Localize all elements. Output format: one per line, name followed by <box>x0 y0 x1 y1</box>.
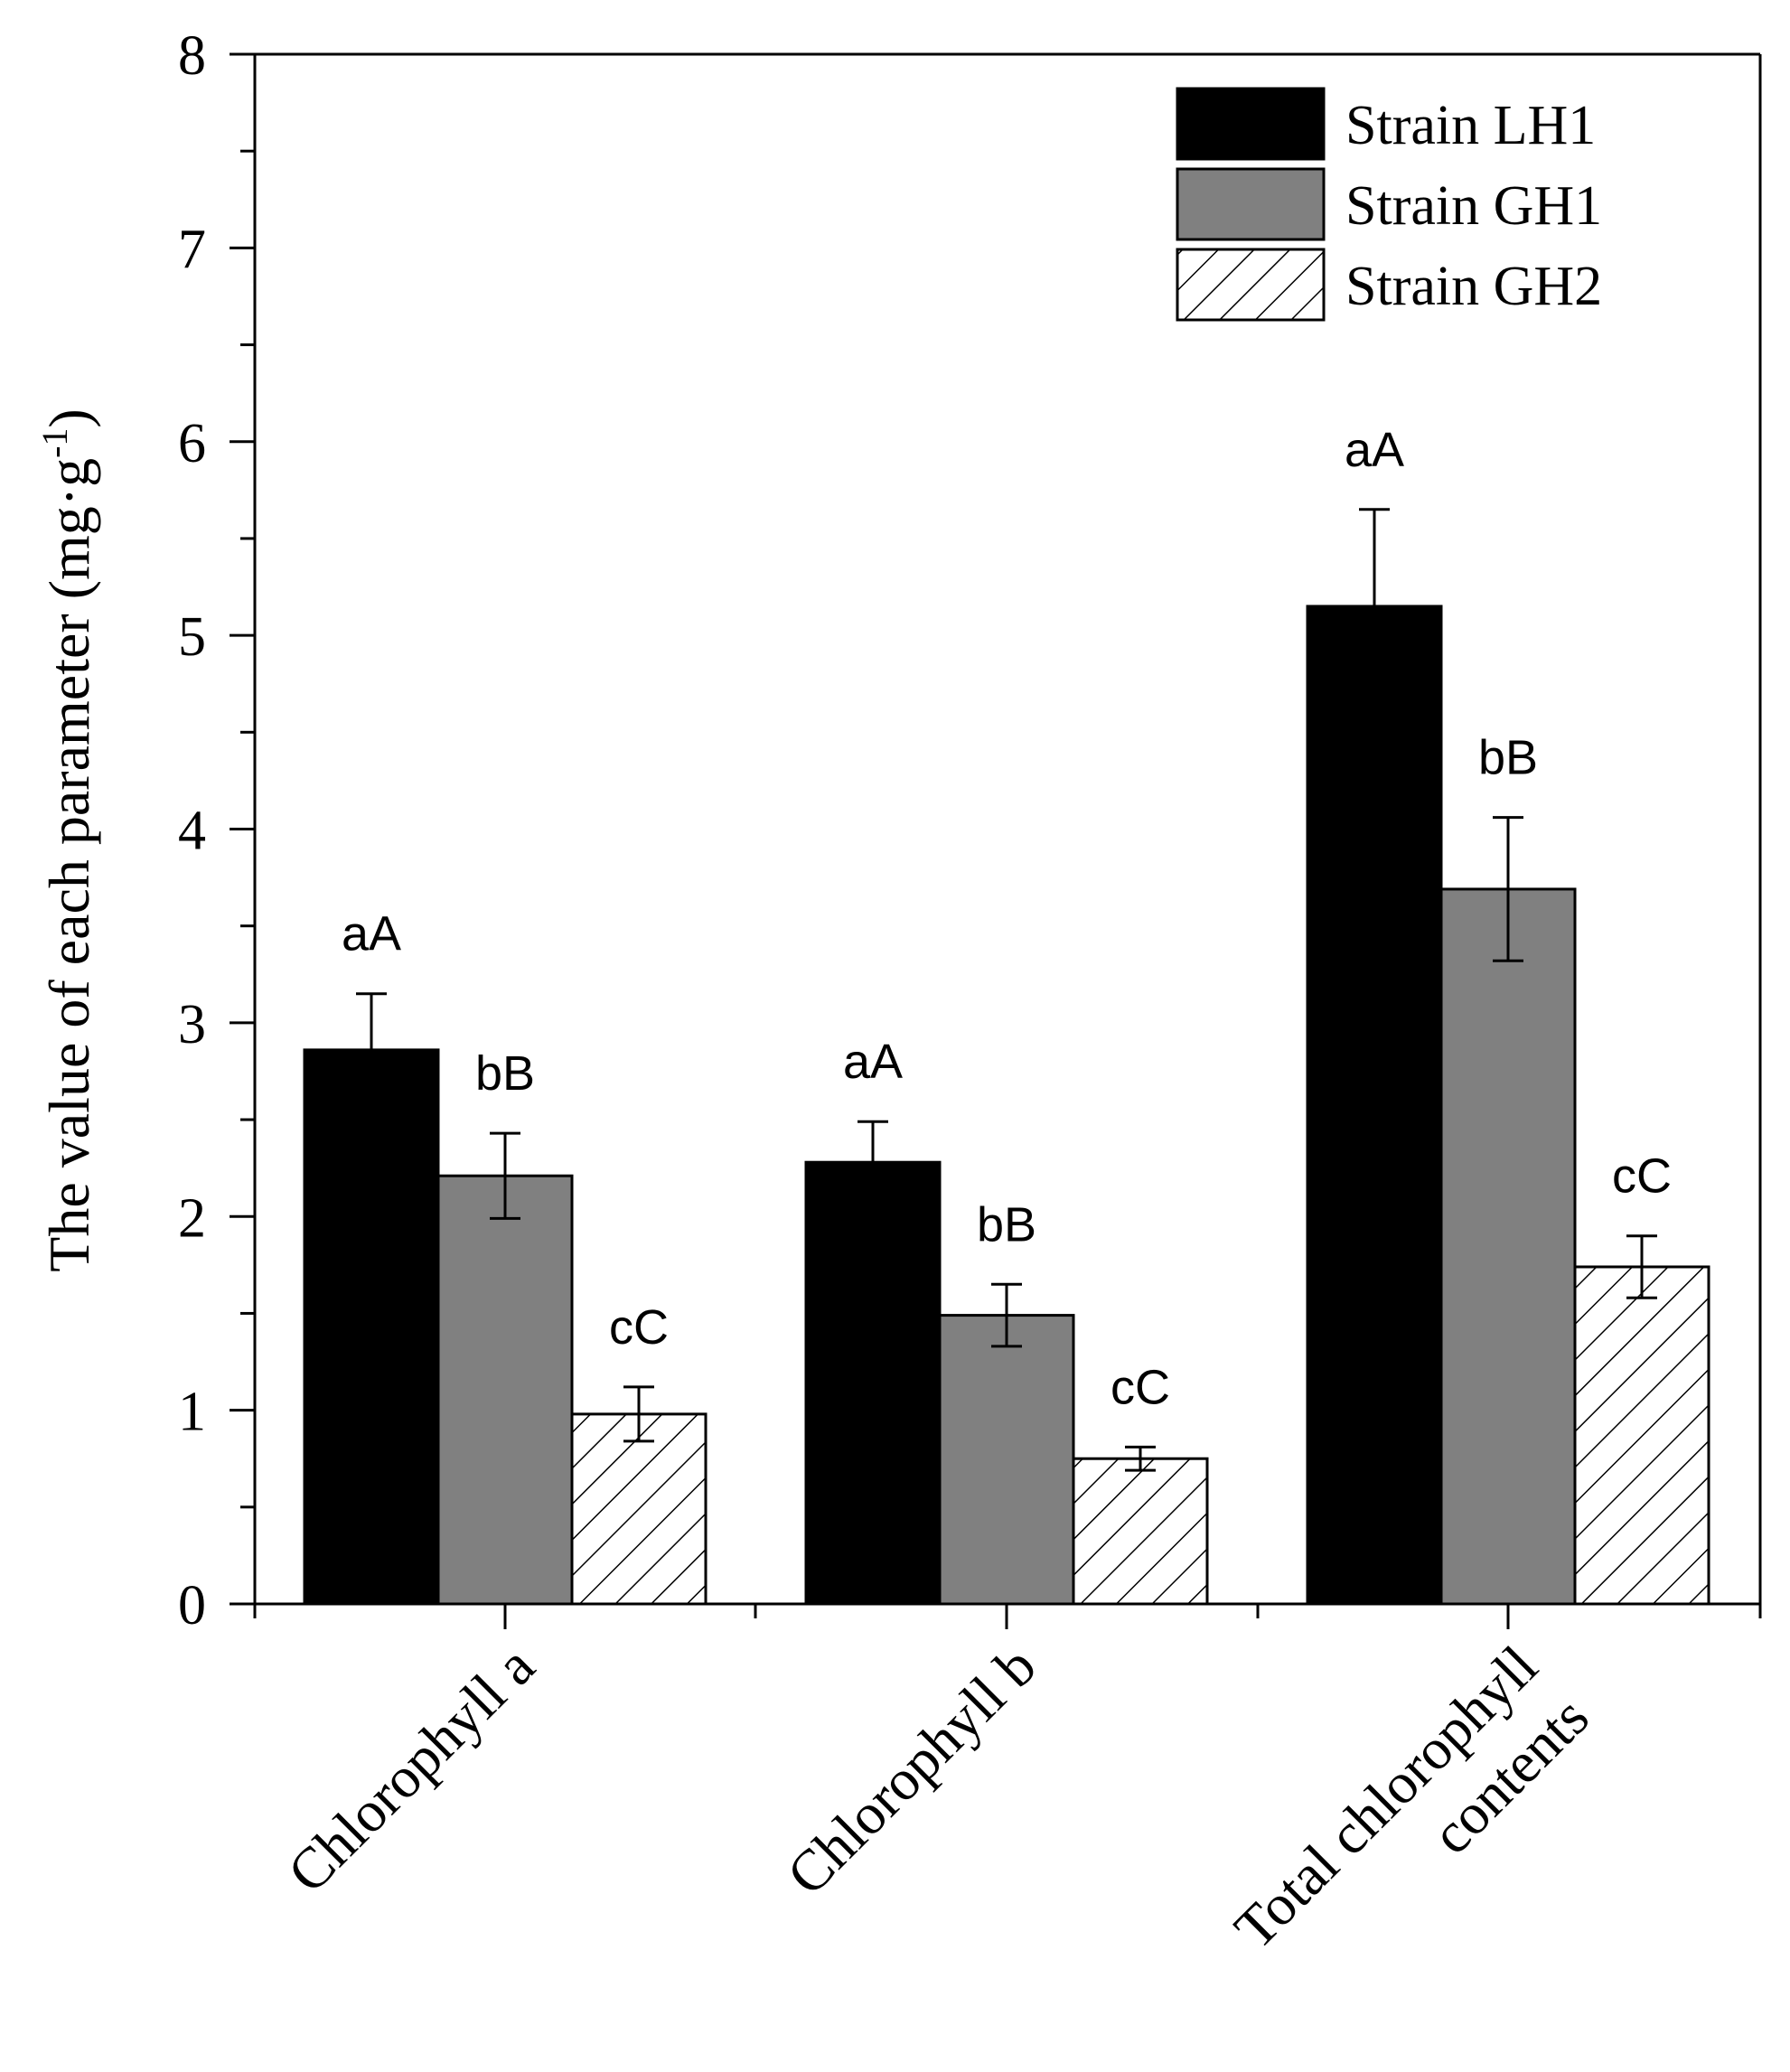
legend: Strain LH1 Strain GH1 Strain GH2 <box>1176 87 1602 322</box>
legend-label-strain-lh1: Strain LH1 <box>1345 95 1596 156</box>
bar-strain-gh1-chlorophyll-b <box>938 1314 1075 1606</box>
bar-strain-lh1-total-chlorophyll-contents <box>1306 605 1443 1606</box>
significance-label: aA <box>342 907 401 961</box>
y-tick-label: 8 <box>178 25 206 87</box>
y-tick-label: 7 <box>178 219 206 280</box>
legend-swatch-strain-lh1 <box>1176 87 1326 161</box>
y-axis-title: The value of each parameter (mg·g-1) <box>34 408 101 1271</box>
legend-swatch-strain-gh2 <box>1176 248 1326 322</box>
bar-strain-lh1-chlorophyll-a <box>303 1048 440 1606</box>
x-tick-label-line: Chlorophyll b <box>774 1634 1048 1908</box>
y-tick-label: 2 <box>178 1187 206 1249</box>
x-tick-label-chlorophyll-b: Chlorophyll b <box>774 1634 1048 1908</box>
y-axis-title-close: ) <box>37 408 101 427</box>
y-axis-title-superscript: -1 <box>34 428 75 458</box>
y-tick-label: 1 <box>178 1382 206 1443</box>
y-axis-ticks: 0 1 2 3 4 5 6 7 8 <box>178 25 255 1636</box>
x-tick-label-chlorophyll-a: Chlorophyll a <box>276 1634 547 1905</box>
y-tick-label: 4 <box>178 801 206 862</box>
svg-text:The value of each parameter (m: The value of each parameter (mg·g-1) <box>34 408 101 1271</box>
bar-strain-gh2-chlorophyll-b <box>1072 1457 1209 1606</box>
significance-label: aA <box>1345 423 1404 477</box>
y-tick-label: 3 <box>178 994 206 1055</box>
x-axis-ticks: Chlorophyll a Chlorophyll b Total chloroph… <box>253 1604 1762 2012</box>
bar-strain-gh2-total-chlorophyll-contents <box>1573 1265 1710 1606</box>
error-bars-layer <box>356 508 1657 1472</box>
x-tick-label-line: Chlorophyll a <box>276 1634 547 1905</box>
legend-label-strain-gh2: Strain GH2 <box>1345 256 1602 317</box>
significance-label: cC <box>1111 1360 1170 1414</box>
significance-label: cC <box>609 1300 669 1355</box>
bar-strain-gh2-chlorophyll-a <box>570 1412 708 1606</box>
bar-strain-gh1-chlorophyll-a <box>436 1174 574 1606</box>
x-tick-label-total-chlorophyll-contents: Total chlorophyllcontents <box>1222 1634 1600 2012</box>
significance-label: bB <box>475 1046 535 1101</box>
significance-labels-layer: aA aA aA bB bB bB cC cC cC <box>342 423 1672 1415</box>
significance-label: bB <box>977 1197 1036 1252</box>
y-tick-label: 6 <box>178 413 206 474</box>
bar-strain-lh1-chlorophyll-b <box>804 1160 942 1606</box>
significance-label: aA <box>843 1035 903 1089</box>
significance-label: bB <box>1478 731 1538 785</box>
y-tick-label: 0 <box>178 1575 206 1636</box>
legend-label-strain-gh1: Strain GH1 <box>1345 175 1602 237</box>
significance-label: cC <box>1612 1149 1672 1204</box>
bar-strain-gh1-total-chlorophyll-contents <box>1439 887 1577 1606</box>
y-tick-label: 5 <box>178 606 206 668</box>
legend-swatch-strain-gh1 <box>1176 167 1326 241</box>
y-axis-title-main: The value of each parameter (mg·g <box>37 458 101 1272</box>
